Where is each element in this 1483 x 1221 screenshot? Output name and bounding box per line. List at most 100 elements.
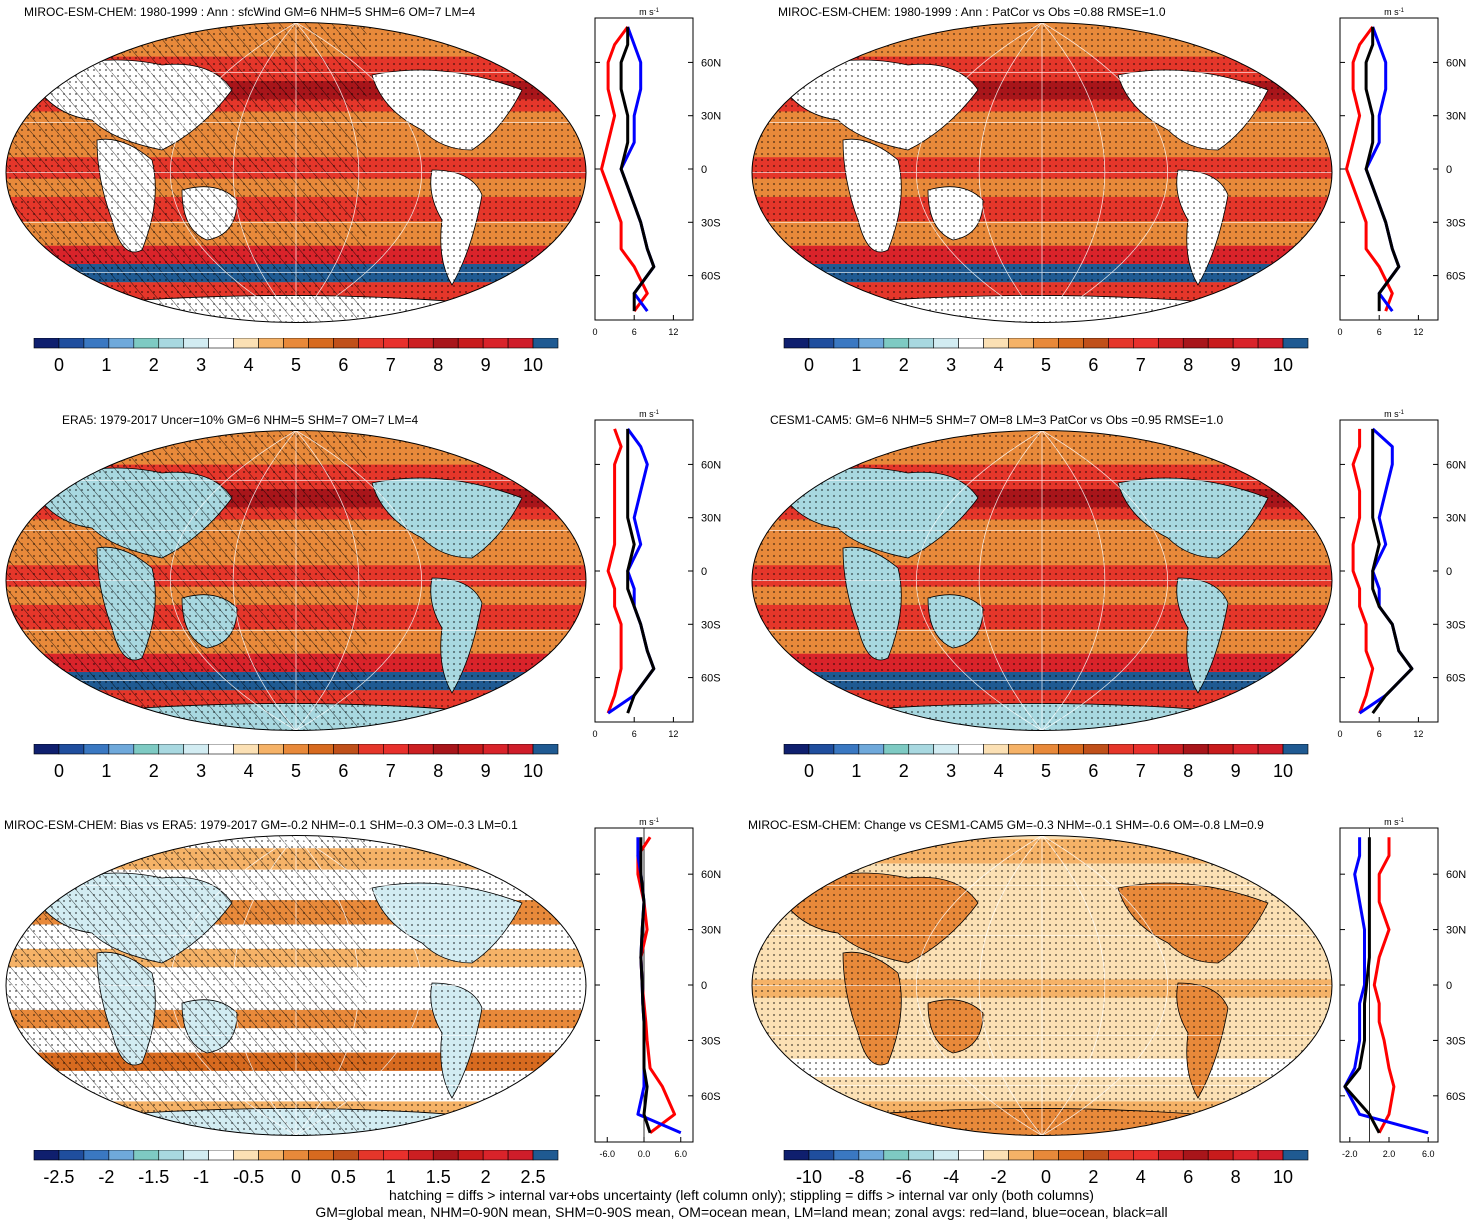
colorbar-swatch <box>1058 744 1084 755</box>
zonal-line-land <box>600 26 649 312</box>
colorbar-tick-label: 7 <box>1136 761 1146 781</box>
colorbar-swatch <box>1157 338 1184 349</box>
colorbar-swatch <box>532 744 559 755</box>
colorbar-tick-label: 2 <box>149 355 159 375</box>
panel-title-4: CESM1-CAM5: GM=6 NHM=5 SHM=7 OM=8 LM=3 P… <box>770 413 1224 427</box>
colorbar-swatch <box>208 1150 234 1161</box>
lat-tick-label: 30S <box>701 1035 721 1047</box>
zonal-unit-label: m s-1 <box>1384 817 1404 827</box>
colorbar-swatch <box>208 338 234 349</box>
lat-tick-label: 30N <box>701 513 721 525</box>
colorbar-tick-label: 8 <box>1231 1167 1241 1187</box>
colorbar-swatch <box>133 1150 160 1161</box>
colorbar-6: -10 -8 -6 -4 -2 0 2 4 6 8 10 <box>783 1150 1309 1187</box>
colorbar-tick-label: 2 <box>899 761 909 781</box>
colorbar-swatch <box>333 338 359 349</box>
map-panel-1 <box>5 22 587 323</box>
colorbar-swatch <box>407 1150 434 1161</box>
colorbar-swatch <box>83 1150 110 1161</box>
x-tick-label: 2.0 <box>1383 1149 1396 1159</box>
colorbar-tick-label: 5 <box>1041 355 1051 375</box>
colorbar-tick-label: 3 <box>946 355 956 375</box>
colorbar-swatch <box>33 338 60 349</box>
colorbar-swatch <box>83 744 110 755</box>
colorbar-tick-label: -2.5 <box>43 1167 74 1187</box>
colorbar-swatch <box>1207 744 1234 755</box>
colorbar-tick-label: 2 <box>899 355 909 375</box>
colorbar-swatch <box>407 338 434 349</box>
colorbar-swatch <box>908 744 935 755</box>
colorbar-swatch <box>158 1150 185 1161</box>
colorbar-swatch <box>1133 1150 1159 1161</box>
colorbar-swatch <box>358 744 384 755</box>
colorbar-tick-label: 0 <box>54 761 64 781</box>
x-tick-label: 6.0 <box>674 1149 687 1159</box>
colorbar-tick-label: 2 <box>1088 1167 1098 1187</box>
colorbar-swatch <box>58 338 85 349</box>
lat-tick-label: 0 <box>1446 566 1452 578</box>
colorbar-swatch <box>1282 1150 1309 1161</box>
colorbar-swatch <box>1182 1150 1209 1161</box>
colorbar-swatch <box>1008 1150 1034 1161</box>
colorbar-tick-label: -10 <box>796 1167 822 1187</box>
zonal-plot-5: m s-1 60N 30N 0 30S 60S -6.0 0.0 6.0 <box>594 817 721 1159</box>
lat-tick-label: 30S <box>1446 619 1466 631</box>
lat-tick-label: 0 <box>701 566 707 578</box>
panel-title-6: MIROC-ESM-CHEM: Change vs CESM1-CAM5 GM=… <box>748 818 1264 832</box>
colorbar-swatch <box>133 338 160 349</box>
lat-tick-label: 30N <box>701 925 721 937</box>
colorbar-swatch <box>833 744 860 755</box>
colorbar-swatch <box>858 338 885 349</box>
x-tick-label: 6 <box>632 729 637 739</box>
x-tick-label: -6.0 <box>599 1149 615 1159</box>
colorbar-tick-label: 10 <box>1273 761 1293 781</box>
colorbar-swatch <box>1083 744 1109 755</box>
colorbar-tick-label: 6 <box>1183 1167 1193 1187</box>
colorbar-swatch <box>1108 1150 1134 1161</box>
colorbar-swatch <box>883 744 910 755</box>
colorbar-swatch <box>383 338 409 349</box>
map-panel-2 <box>751 22 1333 323</box>
colorbar-swatch <box>1058 1150 1084 1161</box>
colorbar-swatch <box>1232 1150 1259 1161</box>
colorbar-tick-label: 8 <box>1183 355 1193 375</box>
lat-tick-label: 60S <box>1446 673 1466 685</box>
colorbar-tick-label: 1 <box>851 761 861 781</box>
zonal-line-land <box>606 428 623 714</box>
colorbar-1: 0 1 2 3 4 5 6 7 8 9 10 <box>33 338 559 375</box>
colorbar-swatch <box>532 1150 559 1161</box>
colorbar-tick-label: 4 <box>244 355 254 375</box>
x-tick-label: 12 <box>668 729 678 739</box>
lat-tick-label: 30S <box>1446 1035 1466 1047</box>
colorbar-tick-label: 0 <box>291 1167 301 1187</box>
lat-tick-label: 60S <box>701 1091 721 1103</box>
colorbar-swatch <box>858 1150 885 1161</box>
colorbar-tick-label: 6 <box>1088 355 1098 375</box>
colorbar-swatch <box>183 1150 209 1161</box>
colorbar-swatch <box>808 1150 835 1161</box>
lat-tick-label: 60S <box>1446 271 1466 283</box>
x-tick-label: 6 <box>632 327 637 337</box>
x-tick-label: 12 <box>1413 729 1423 739</box>
colorbar-tick-label: 10 <box>1273 355 1293 375</box>
zonal-line-all <box>1364 26 1401 312</box>
colorbar-tick-label: 1.5 <box>426 1167 451 1187</box>
lat-tick-label: 60N <box>701 57 721 69</box>
colorbar-swatch <box>358 338 384 349</box>
colorbar-swatch <box>133 744 160 755</box>
colorbar-swatch <box>958 1150 984 1161</box>
colorbar-2: 0 1 2 3 4 5 6 7 8 9 10 <box>783 338 1309 375</box>
lat-tick-label: 30N <box>1446 111 1466 123</box>
zonal-line-all <box>626 428 656 714</box>
colorbar-swatch <box>1232 744 1259 755</box>
colorbar-swatch <box>908 338 935 349</box>
colorbar-swatch <box>258 744 284 755</box>
colorbar-swatch <box>1033 1150 1059 1161</box>
colorbar-swatch <box>308 338 334 349</box>
colorbar-swatch <box>783 338 810 349</box>
colorbar-swatch <box>457 1150 484 1161</box>
lat-tick-label: 60N <box>701 459 721 471</box>
map-field <box>6 430 586 731</box>
x-tick-label: 6 <box>1377 729 1382 739</box>
colorbar-swatch <box>1108 338 1134 349</box>
